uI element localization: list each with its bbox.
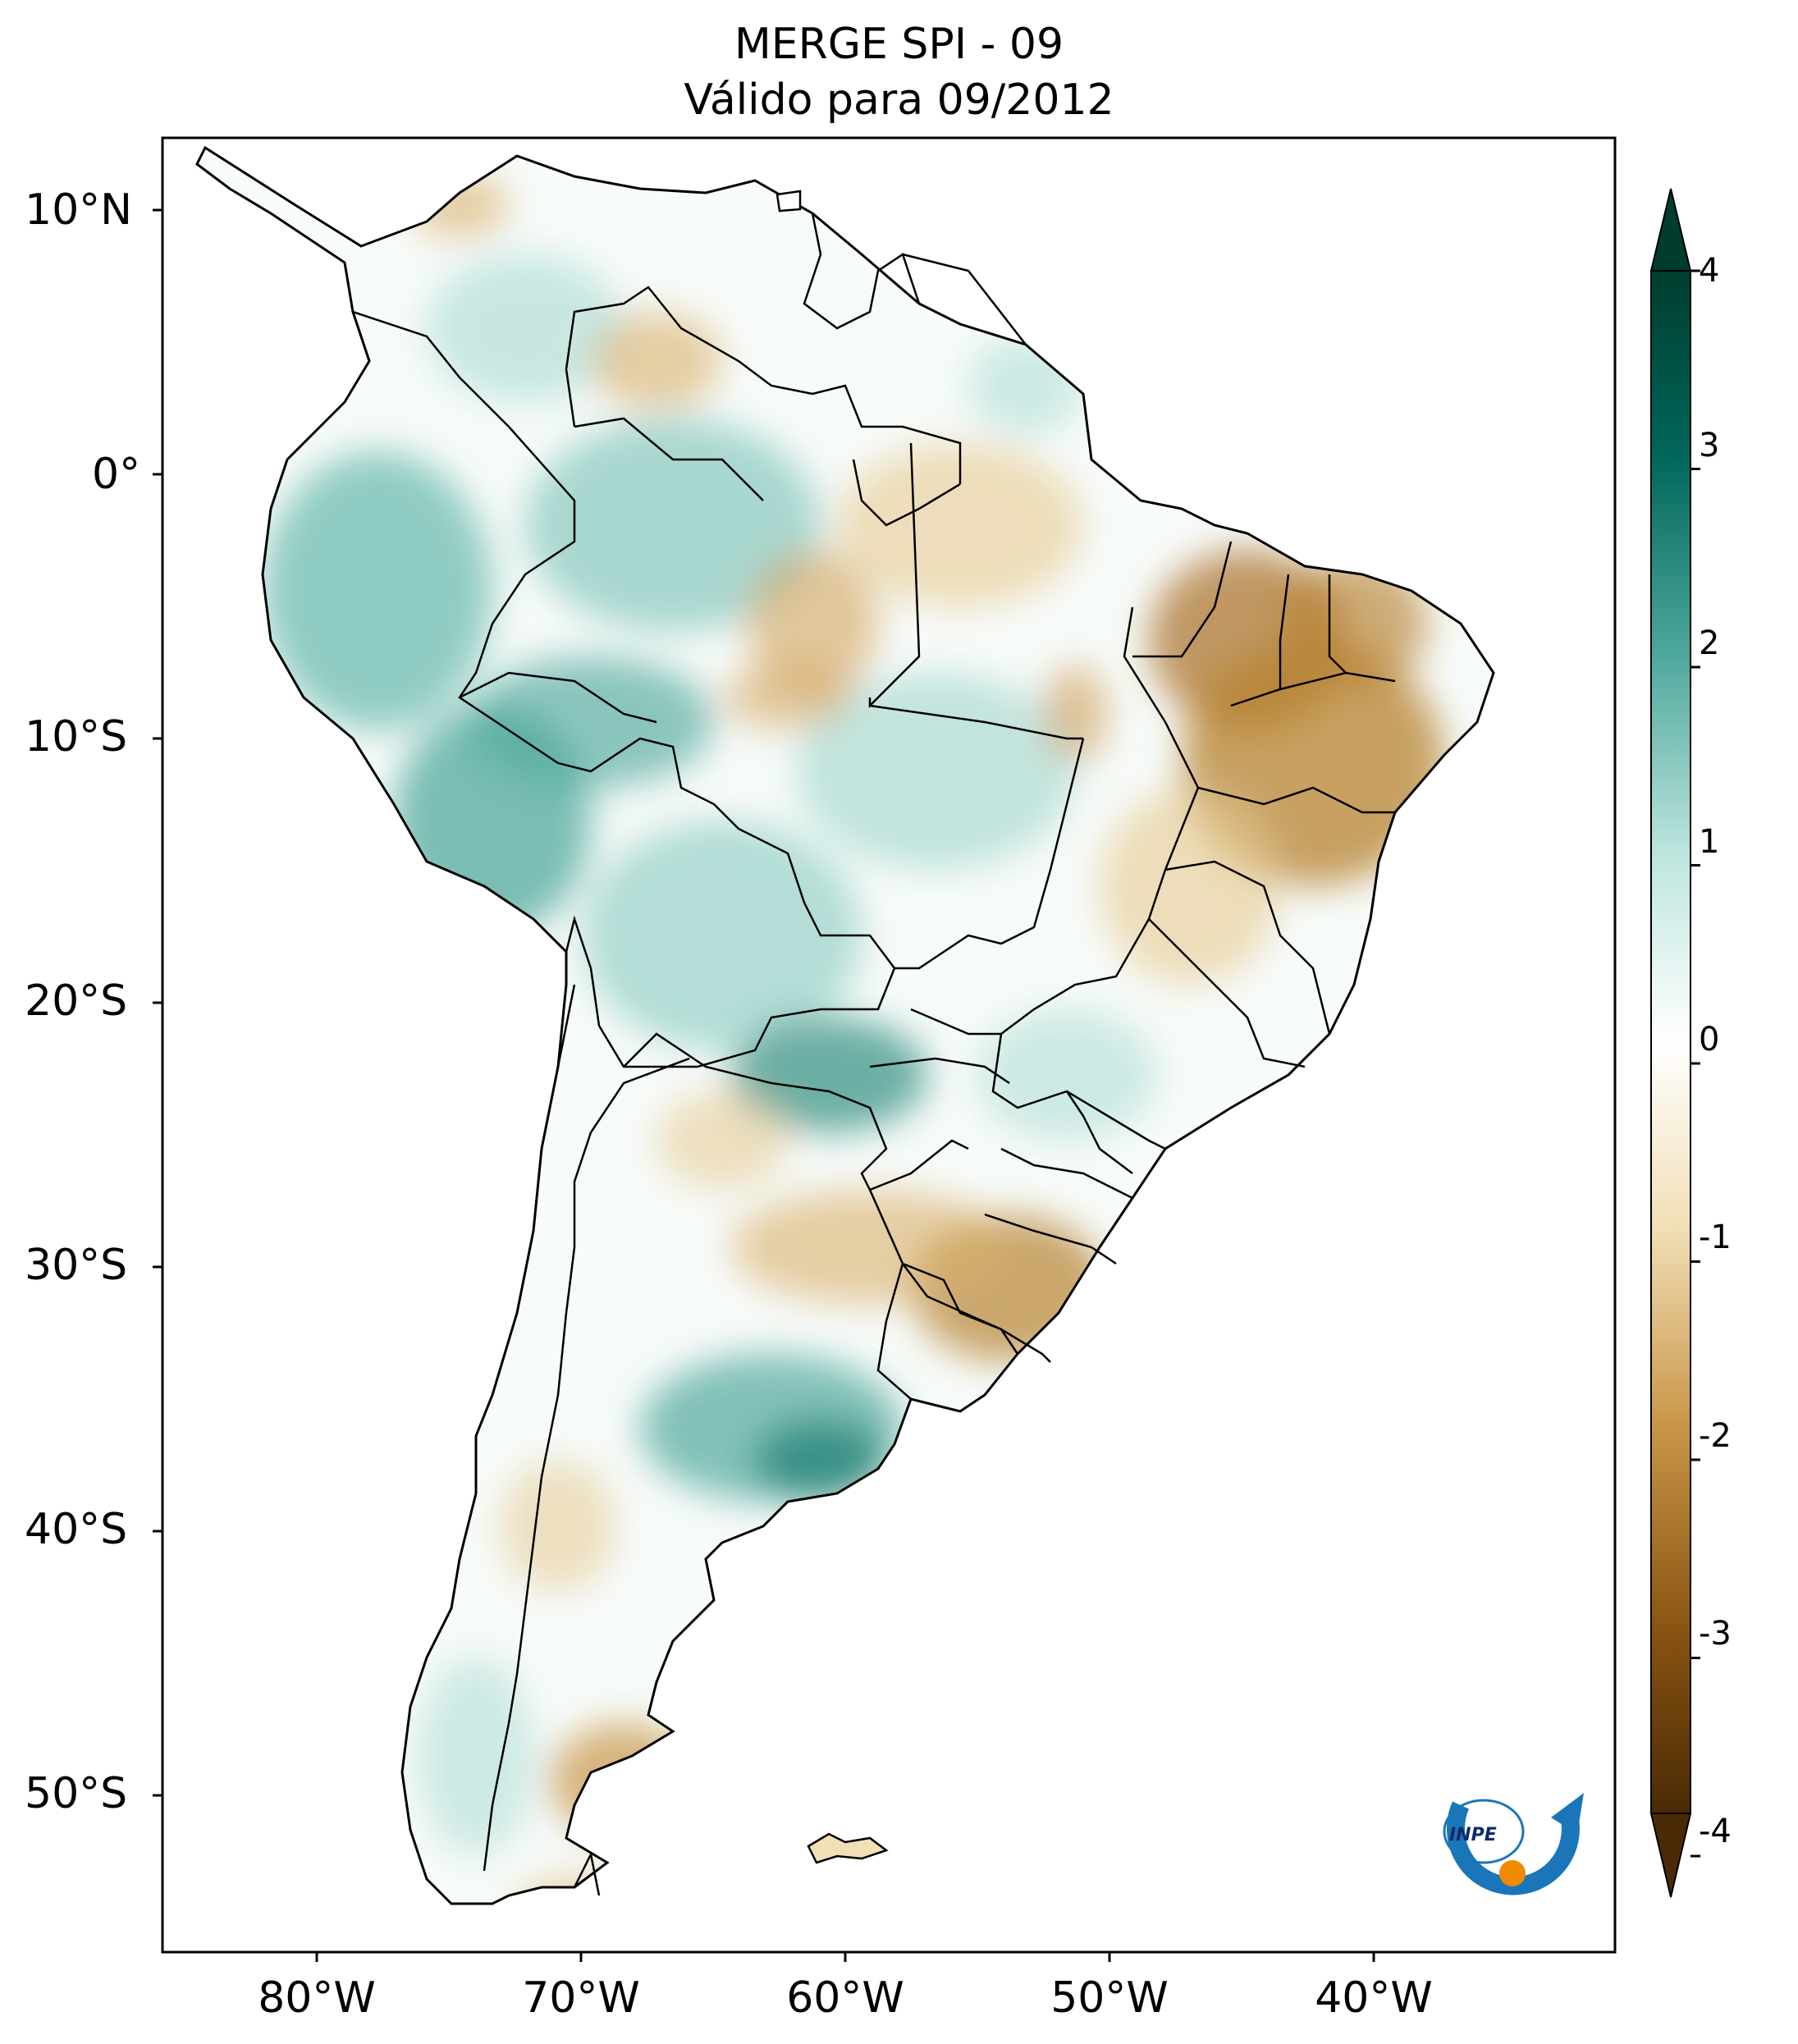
lat-label-20s: 20°S bbox=[25, 976, 128, 1026]
colorbar-label-minus3: -3 bbox=[1699, 1615, 1732, 1653]
colorbar-label-minus2: -2 bbox=[1699, 1417, 1732, 1455]
colorbar bbox=[1649, 188, 1700, 1898]
lat-label-50s: 50°S bbox=[25, 1769, 128, 1818]
lon-label-70w: 70°W bbox=[522, 1973, 640, 2023]
lon-label-60w: 60°W bbox=[786, 1973, 904, 2023]
colorbar-label-4: 4 bbox=[1699, 252, 1720, 290]
longitude-ticks bbox=[315, 1952, 1375, 1962]
colorbar-max-extension bbox=[1649, 188, 1692, 272]
lon-label-40w: 40°W bbox=[1315, 1973, 1433, 2023]
lon-label-80w: 80°W bbox=[258, 1973, 376, 2023]
lat-label-10n: 10°N bbox=[25, 185, 133, 235]
colorbar-min-extension bbox=[1649, 1813, 1692, 1898]
lat-label-0: 0° bbox=[92, 450, 141, 499]
lon-label-50w: 50°W bbox=[1050, 1973, 1169, 2023]
colorbar-label-2: 2 bbox=[1699, 624, 1720, 662]
latitude-ticks bbox=[153, 208, 162, 1797]
inpe-logo-icon: INPE bbox=[1443, 1793, 1584, 1895]
lat-label-40s: 40°S bbox=[25, 1505, 128, 1554]
inpe-logo-text: INPE bbox=[1449, 1825, 1497, 1845]
lat-label-10s: 10°S bbox=[25, 712, 128, 761]
colorbar-label-minus4: -4 bbox=[1699, 1813, 1732, 1850]
colorbar-ticks bbox=[1690, 269, 1700, 1858]
map-subtitle: Válido para 09/2012 bbox=[684, 75, 1114, 125]
lat-label-30s: 30°S bbox=[25, 1241, 128, 1290]
colorbar-gradient bbox=[1650, 270, 1691, 1814]
colorbar-label-3: 3 bbox=[1699, 427, 1720, 464]
map-title: MERGE SPI - 09 bbox=[734, 20, 1064, 69]
colorbar-label-0: 0 bbox=[1699, 1021, 1720, 1059]
trinidad-island bbox=[775, 190, 802, 213]
falklands-island bbox=[807, 1832, 889, 1864]
colorbar-label-1: 1 bbox=[1699, 823, 1720, 861]
political-borders bbox=[352, 213, 1396, 1896]
colorbar-label-minus1: -1 bbox=[1699, 1219, 1732, 1256]
